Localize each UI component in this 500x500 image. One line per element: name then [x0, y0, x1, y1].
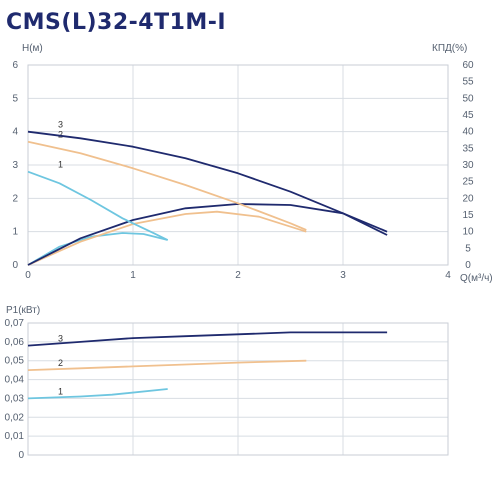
- y-right-tick-label: 40: [462, 127, 474, 138]
- y-right-tick-label: 25: [462, 177, 474, 188]
- x-tick-label: 0: [25, 270, 31, 281]
- y-left-tick-label: 5: [12, 93, 18, 104]
- top-chart-frame: [27, 64, 449, 266]
- y-right-tick-label: 30: [462, 160, 474, 171]
- bottom-y-tick-label: 0,01: [5, 431, 25, 442]
- y-right-tick-label: 45: [462, 110, 474, 121]
- bottom-chart-frame: [27, 322, 449, 456]
- y-left-tick-label: 1: [12, 227, 18, 238]
- y-right-tick-label: 50: [462, 93, 474, 104]
- x-tick-label: 1: [130, 270, 136, 281]
- efficiency-curve-3: [27, 203, 388, 266]
- x-tick-label: 4: [445, 270, 451, 281]
- y-left-tick-label: 6: [12, 60, 18, 71]
- bottom-chart-curves: 1 2 3: [27, 331, 388, 400]
- y-right-tick-label: 5: [465, 243, 471, 254]
- tick-labels: 0 1 2 3 4012345605101520253035404550556000,0…: [5, 60, 474, 461]
- y-left-tick-label: 0: [12, 260, 18, 271]
- chart-title: CMS(L)32-4T1M-I: [6, 10, 227, 35]
- head-curve-2: [27, 140, 307, 231]
- top-chart-grid: [27, 64, 449, 266]
- bottom-y-tick-label: 0,07: [5, 318, 25, 329]
- bottom-y-tick-label: 0: [18, 450, 24, 461]
- y-right-axis-label: КПД(%): [432, 43, 467, 54]
- x-tick-label: 3: [340, 270, 346, 281]
- y-right-tick-label: 35: [462, 143, 474, 154]
- head-curve-label: 2: [58, 130, 63, 140]
- efficiency-curve-1: [27, 232, 168, 266]
- top-chart-curves: 1 23: [27, 120, 388, 266]
- y-right-tick-label: 20: [462, 193, 474, 204]
- bottom-y-tick-label: 0,02: [5, 412, 25, 423]
- head-curve-label: 3: [58, 120, 63, 130]
- y-right-tick-label: 15: [462, 210, 474, 221]
- x-tick-label: 2: [235, 270, 241, 281]
- bottom-y-tick-label: 0,06: [5, 337, 25, 348]
- x-axis-label: Q(м³/ч): [460, 273, 493, 284]
- y-left-tick-label: 3: [12, 160, 18, 171]
- y-left-tick-label: 4: [12, 127, 18, 138]
- bottom-y-tick-label: 0,04: [5, 375, 25, 386]
- power-curve-label: 3: [58, 334, 63, 344]
- power-curve-2: [27, 359, 307, 371]
- power-curve-3: [27, 331, 388, 347]
- power-curve-1: [27, 388, 168, 400]
- bottom-y-axis-label: P1(кВт): [6, 305, 40, 316]
- y-right-tick-label: 0: [465, 260, 471, 271]
- head-curve-1: [27, 170, 169, 241]
- power-curve-label: 1: [58, 386, 63, 396]
- bottom-chart-grid: [27, 322, 449, 456]
- chart-labels: H(м) КПД(%) Q(м³/ч) P1(кВт): [6, 43, 493, 316]
- y-right-tick-label: 10: [462, 227, 474, 238]
- power-curve-label: 2: [58, 358, 63, 368]
- y-right-tick-label: 60: [462, 60, 474, 71]
- y-left-axis-label: H(м): [22, 43, 43, 54]
- y-right-tick-label: 55: [462, 77, 474, 88]
- efficiency-curve-2: [27, 210, 307, 266]
- y-left-tick-label: 2: [12, 193, 18, 204]
- head-curve-label: 1: [58, 160, 63, 170]
- bottom-y-tick-label: 0,03: [5, 393, 25, 404]
- bottom-y-tick-label: 0,05: [5, 356, 25, 367]
- head-curve-3: [27, 130, 388, 236]
